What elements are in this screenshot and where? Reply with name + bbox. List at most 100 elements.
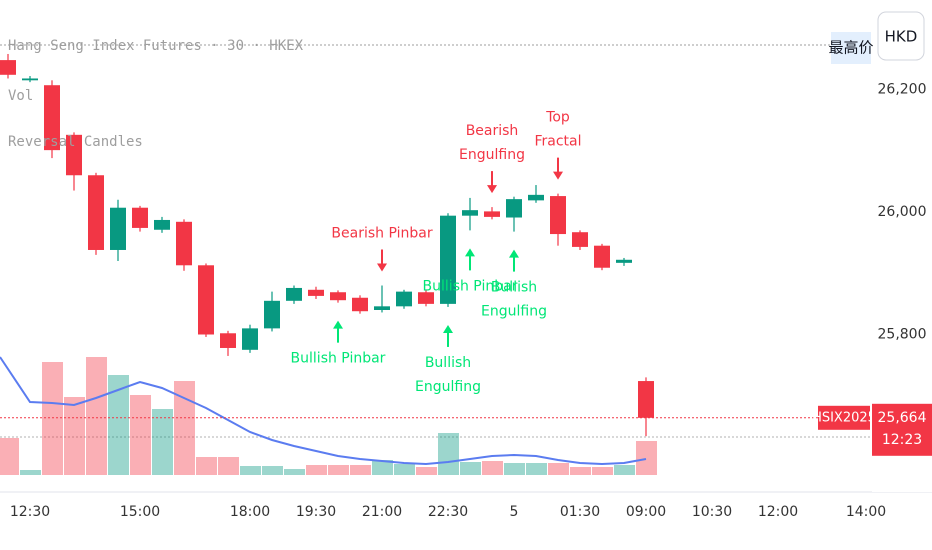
volume-bar — [64, 397, 85, 475]
x-tick-label: 5 — [510, 504, 519, 520]
candle-body — [154, 219, 170, 230]
volume-bar — [284, 469, 305, 475]
x-tick-label: 15:00 — [120, 504, 160, 520]
candle-body — [330, 292, 346, 301]
annotation-arrowhead — [443, 324, 453, 333]
candle-body — [176, 221, 192, 266]
volume-bar — [372, 460, 393, 475]
candle-body — [484, 211, 500, 217]
x-tick-label: 09:00 — [626, 504, 666, 520]
annotation-label: Bearish — [466, 123, 519, 139]
candle-body — [0, 60, 16, 75]
candle-body — [374, 306, 390, 310]
y-tick-label: 26,200 — [878, 82, 927, 98]
y-tick-label: 25,800 — [878, 327, 927, 343]
candle-body — [22, 78, 38, 81]
x-tick-label: 14:00 — [846, 504, 886, 520]
candle-body — [440, 215, 456, 304]
volume-bar — [42, 362, 63, 475]
volume-bar — [0, 438, 19, 475]
x-tick-label: 21:00 — [362, 504, 402, 520]
candle-body — [352, 297, 368, 312]
currency-button[interactable] — [877, 11, 925, 61]
annotation-label: Top — [545, 110, 570, 126]
candle-body — [286, 287, 302, 301]
annotation-label: Bullish Pinbar — [423, 278, 518, 294]
volume-bar — [438, 433, 459, 475]
volume-bar — [130, 395, 151, 475]
volume-bar — [570, 467, 591, 475]
volume-ma-line — [0, 356, 647, 466]
x-tick-label: 12:00 — [758, 504, 798, 520]
annotation-arrowhead — [465, 248, 475, 257]
x-tick-label: 10:30 — [692, 504, 732, 520]
price-box — [831, 32, 871, 64]
candle-body — [594, 245, 610, 268]
annotation-arrowhead — [553, 171, 563, 180]
candle-body — [220, 333, 236, 348]
volume-bar — [86, 357, 107, 475]
candle-body — [132, 207, 148, 228]
candle-body — [242, 328, 258, 350]
annotation-label: Bullish — [491, 280, 537, 296]
x-tick-label: 12:30 — [10, 504, 50, 520]
annotation-label: Engulfing — [459, 147, 525, 163]
last-price-tag-bg — [872, 403, 932, 456]
symbol-tag-bg — [818, 405, 870, 430]
annotation-label: Bullish Pinbar — [291, 351, 386, 367]
volume-bar — [174, 381, 195, 475]
annotation-label: Bullish — [425, 355, 471, 371]
volume-bar — [504, 463, 525, 475]
volume-bar — [350, 465, 371, 475]
candle-body — [110, 207, 126, 250]
volume-bar — [416, 467, 437, 475]
x-tick-label: 01:30 — [560, 504, 600, 520]
candle-body — [264, 300, 280, 329]
candle-body — [308, 289, 324, 296]
volume-bar — [152, 409, 173, 475]
volume-bar — [262, 466, 283, 475]
volume-bar — [636, 441, 657, 475]
x-tick-label: 19:30 — [296, 504, 336, 520]
volume-bar — [20, 470, 41, 475]
annotation-label: Bearish Pinbar — [331, 226, 432, 242]
plot — [0, 53, 657, 475]
volume-bar — [526, 463, 547, 475]
annotation-label: Fractal — [534, 134, 581, 150]
volume-bar — [394, 464, 415, 475]
annotation-arrowhead — [377, 263, 387, 272]
candle-body — [66, 134, 82, 176]
volume-bar — [240, 466, 261, 475]
last-price-label: 25,664 — [878, 410, 927, 426]
countdown: 12:23 — [882, 432, 922, 448]
volume-bar — [108, 375, 129, 475]
x-tick-label: 22:30 — [428, 504, 468, 520]
candle-body — [616, 259, 632, 263]
y-tick-label: 26,000 — [878, 204, 927, 220]
currency-label: HKD — [885, 28, 918, 46]
candle-body — [418, 292, 434, 304]
indicator-label: Reversal Candles — [8, 134, 143, 150]
volume-bar — [482, 461, 503, 475]
volume-bar — [196, 457, 217, 475]
annotation-arrowhead — [333, 320, 343, 329]
volume-bar — [614, 465, 635, 475]
candle-body — [550, 196, 566, 235]
annotation-label: Engulfing — [415, 379, 481, 395]
candle-body — [506, 199, 522, 218]
annotation-arrowhead — [509, 249, 519, 258]
candle-body — [638, 381, 654, 418]
annotation-label: Engulfing — [481, 304, 547, 320]
candle-body — [88, 175, 104, 250]
x-tick-label: 18:00 — [230, 504, 270, 520]
candle-body — [462, 210, 478, 216]
annotation-arrowhead — [487, 185, 497, 194]
volume-bar — [548, 463, 569, 475]
volume-bar — [306, 465, 327, 475]
price-box-label: 最高价 — [828, 39, 873, 57]
candle-body — [396, 291, 412, 307]
candle-body — [572, 232, 588, 247]
candle-body — [44, 85, 60, 151]
